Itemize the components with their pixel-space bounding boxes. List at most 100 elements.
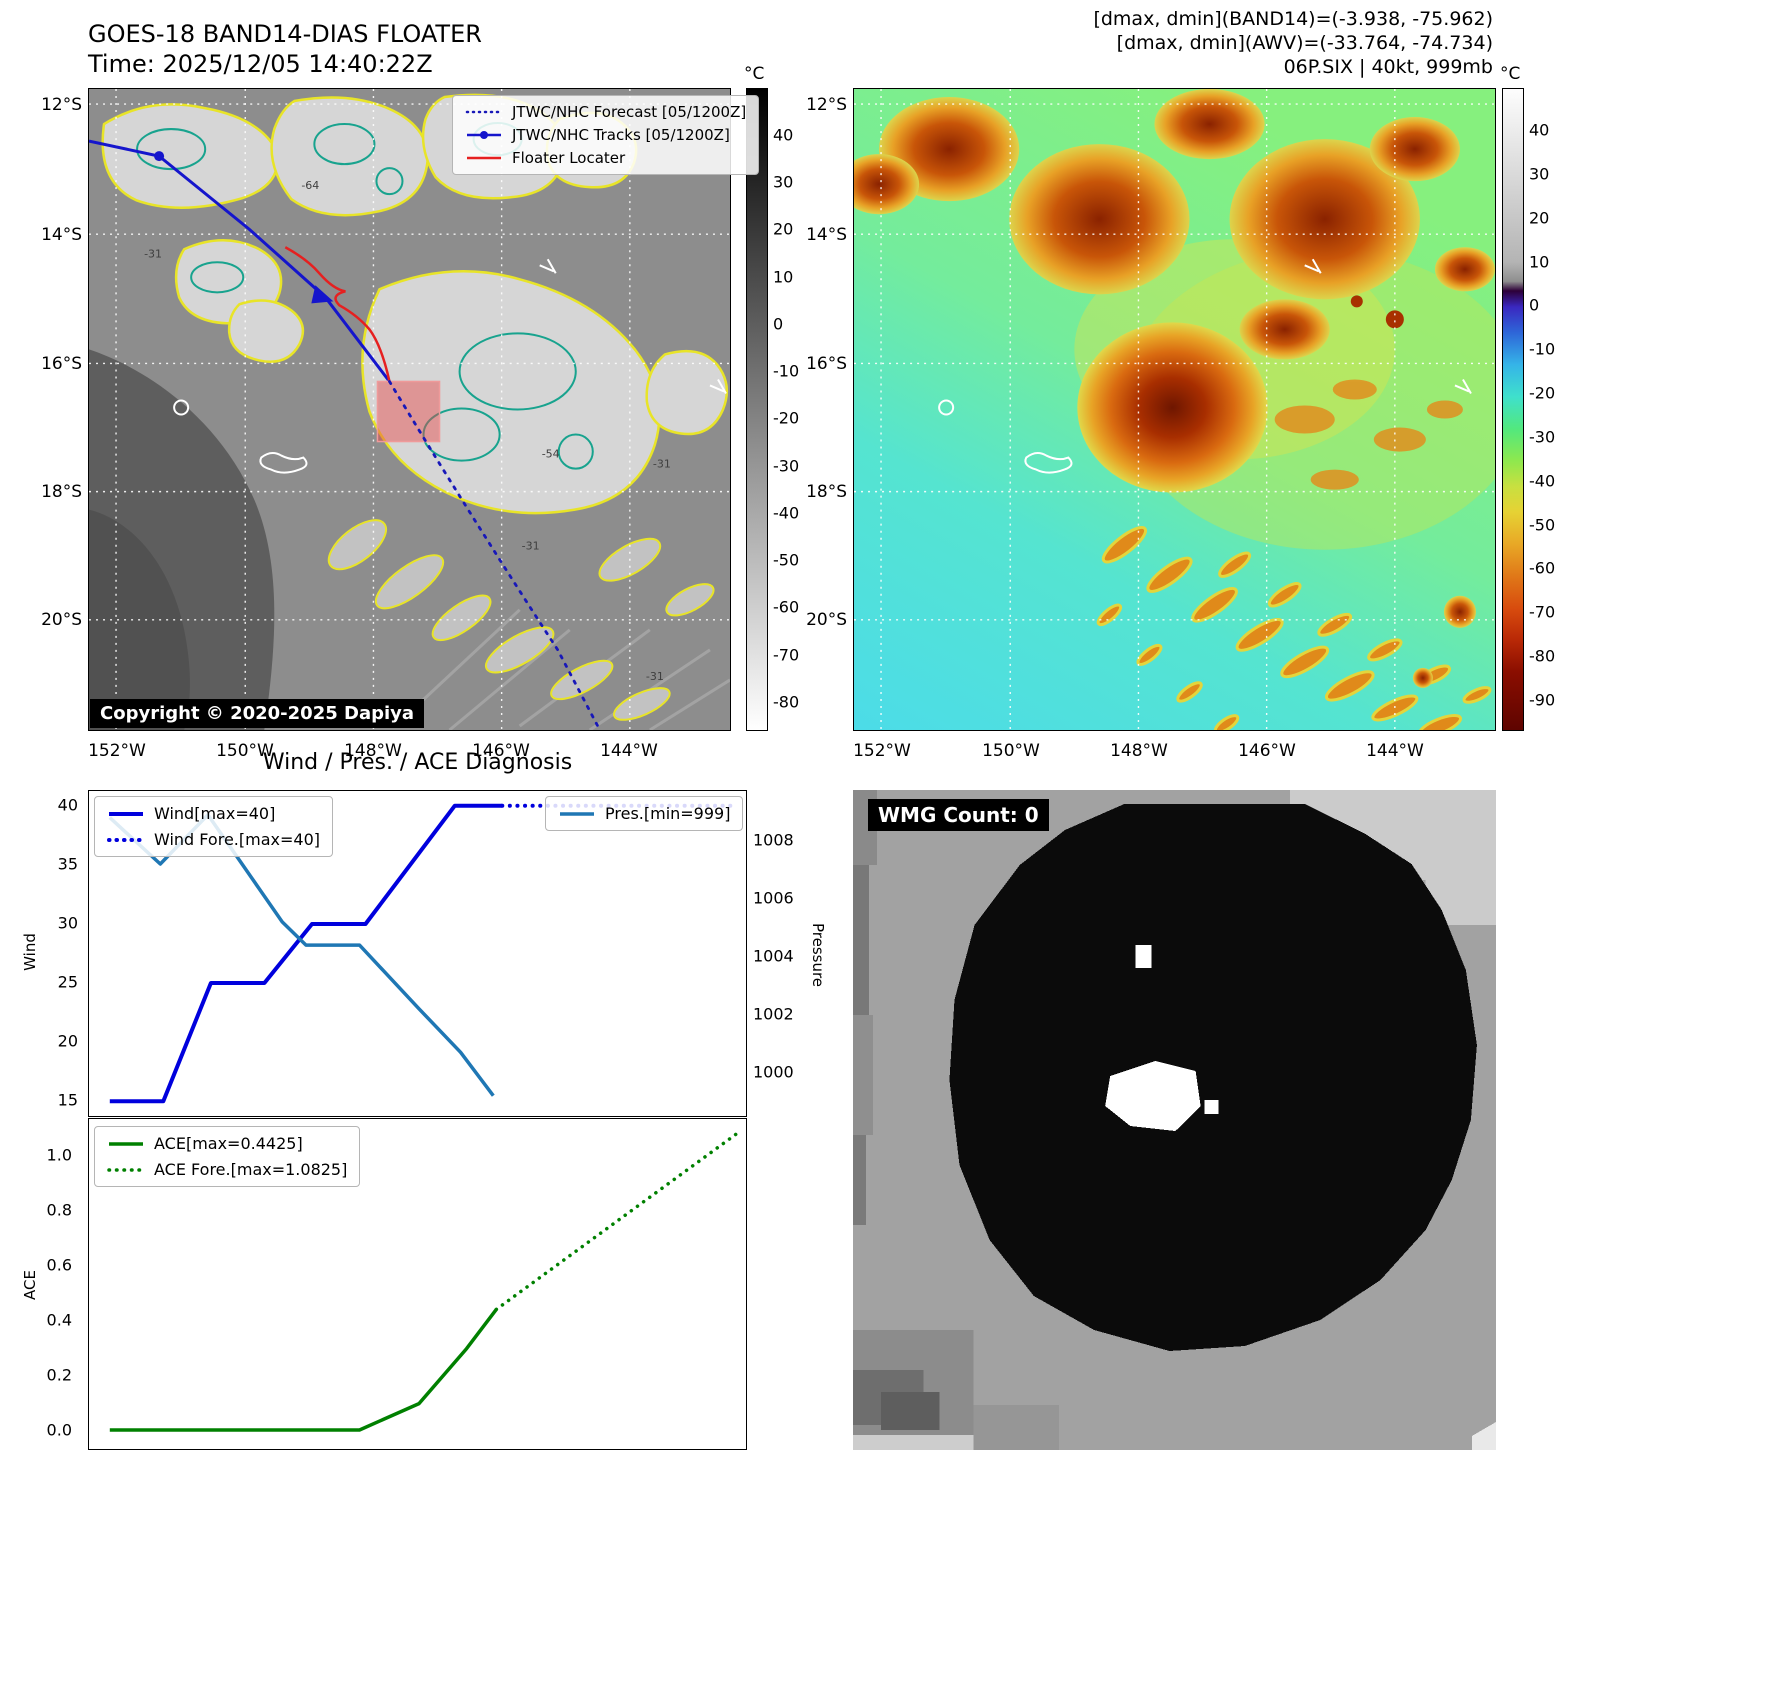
lat-tick: 14°S: [41, 225, 82, 245]
awv-header-3: 06P.SIX | 40kt, 999mb: [1283, 56, 1493, 78]
island-outlines: [173, 258, 727, 474]
svg-text:-31: -31: [646, 670, 664, 683]
wind-tick: 30: [57, 913, 78, 933]
band14-time: Time: 2025/12/05 14:40:22Z: [88, 50, 433, 78]
cb-tick: -60: [1529, 558, 1556, 578]
wind-forecast-line-icon: [107, 837, 145, 842]
track-arrow-marker: [311, 285, 334, 304]
cb-tick: -50: [1529, 515, 1556, 535]
cb-tick: 30: [773, 172, 794, 192]
cb-tick: -40: [1529, 471, 1556, 491]
pressure-tick: 1004: [753, 946, 794, 966]
svg-text:-64: -64: [301, 179, 319, 192]
pressure-tick: 1006: [753, 888, 794, 908]
floater-line-icon: [467, 156, 501, 160]
legend-tracks-label: JTWC/NHC Tracks [05/1200Z]: [512, 126, 730, 144]
legend-row-tracks: JTWC/NHC Tracks [05/1200Z]: [465, 126, 746, 144]
pressure-axis-label: Pressure: [809, 922, 827, 988]
island-outlines: [938, 258, 1472, 474]
awv-header-2: [dmax, dmin](AWV)=(-33.764, -74.734): [1116, 32, 1493, 54]
cb-tick: -40: [773, 503, 800, 523]
ace-tick: 0.0: [46, 1420, 72, 1440]
lat-tick: 16°S: [41, 354, 82, 374]
cb-tick: -30: [1529, 427, 1556, 447]
colorbar-unit: °C: [744, 64, 765, 84]
ace-line-icon: [109, 1141, 143, 1146]
cb-tick: -80: [773, 692, 800, 712]
ace-forecast-line-icon: [107, 1167, 145, 1172]
lon-tick: 146°W: [1238, 741, 1296, 761]
floater-box: [376, 380, 441, 443]
cb-tick: -30: [773, 456, 800, 476]
lon-tick: 150°W: [216, 741, 274, 761]
cb-tick: 20: [1529, 208, 1550, 228]
lat-tick: 12°S: [41, 95, 82, 115]
cb-tick: -70: [1529, 602, 1556, 622]
wmg-count-badge: WMG Count: 0: [868, 799, 1049, 831]
legend-row-floater: Floater Locater: [465, 149, 746, 167]
wind-tick: 15: [57, 1090, 78, 1110]
wind-tick: 20: [57, 1031, 78, 1051]
lon-tick: 152°W: [853, 741, 911, 761]
cb-tick: 40: [773, 125, 794, 145]
band14-map-legend: JTWC/NHC Forecast [05/1200Z] JTWC/NHC Tr…: [452, 95, 760, 175]
lat-tick: 14°S: [806, 225, 847, 245]
copyright-badge: Copyright © 2020-2025 Dapiya: [90, 699, 425, 728]
band14-map-art: -64 -31 -54 -31 -31 -31: [89, 89, 730, 730]
wmg-panel: [853, 790, 1496, 1450]
cb-tick: 40: [1529, 120, 1550, 140]
lat-tick: 18°S: [806, 482, 847, 502]
awv-map: [853, 88, 1496, 731]
cb-tick: 30: [1529, 164, 1550, 184]
pressure-tick: 1000: [753, 1062, 794, 1082]
pressure-tick: 1002: [753, 1004, 794, 1024]
cb-tick: -60: [773, 597, 800, 617]
graticule: [89, 89, 730, 730]
forecast-track-line: [388, 380, 602, 730]
forecast-line-icon: [465, 110, 503, 114]
pressure-legend-label: Pres.[min=999]: [605, 804, 731, 823]
lat-tick: 20°S: [806, 610, 847, 630]
ace-tick: 1.0: [46, 1145, 72, 1165]
lon-tick: 146°W: [472, 741, 530, 761]
band14-title: GOES-18 BAND14-DIAS FLOATER: [88, 20, 482, 48]
wind-legend: Wind[max=40] Wind Fore.[max=40]: [94, 796, 333, 857]
wmg-white-patch: [1105, 1061, 1201, 1131]
lon-tick: 144°W: [1366, 741, 1424, 761]
graticule: [854, 89, 1495, 730]
wind-tick: 35: [57, 854, 78, 874]
ace-axis-label: ACE: [21, 1270, 39, 1300]
wind-forecast-legend-label: Wind Fore.[max=40]: [154, 830, 320, 849]
svg-text:-54: -54: [542, 448, 560, 461]
legend-forecast-label: JTWC/NHC Forecast [05/1200Z]: [512, 103, 747, 121]
lon-tick: 152°W: [88, 741, 146, 761]
cold-cloud-blobs: [854, 89, 1495, 360]
tracks-line-icon: [467, 131, 501, 139]
band14-colorbar: [746, 88, 768, 731]
wind-legend-label: Wind[max=40]: [154, 804, 276, 823]
diagnosis-title: Wind / Pres. / ACE Diagnosis: [262, 750, 573, 775]
legend-floater-label: Floater Locater: [512, 149, 626, 167]
colorbar-unit: °C: [1500, 64, 1521, 84]
svg-text:-31: -31: [653, 458, 671, 471]
convective-streaks: [1096, 525, 1492, 730]
cb-tick: 20: [773, 219, 794, 239]
cb-tick: 10: [773, 267, 794, 287]
pressure-legend: Pres.[min=999]: [545, 796, 744, 831]
storm-core: [1077, 322, 1268, 493]
ace-legend-label: ACE[max=0.4425]: [154, 1134, 303, 1153]
cb-tick: -90: [1529, 690, 1556, 710]
pressure-tick: 1008: [753, 830, 794, 850]
cb-tick: -70: [773, 645, 800, 665]
lat-tick: 12°S: [806, 95, 847, 115]
lon-tick: 148°W: [344, 741, 402, 761]
pressure-line-icon: [560, 811, 594, 816]
lat-tick: 18°S: [41, 482, 82, 502]
cb-tick: -10: [1529, 339, 1556, 359]
ace-forecast-legend-label: ACE Fore.[max=1.0825]: [154, 1160, 348, 1179]
cb-tick: -20: [1529, 383, 1556, 403]
track-point-marker: [154, 151, 165, 162]
cb-tick: -10: [773, 361, 800, 381]
lat-tick: 16°S: [806, 354, 847, 374]
